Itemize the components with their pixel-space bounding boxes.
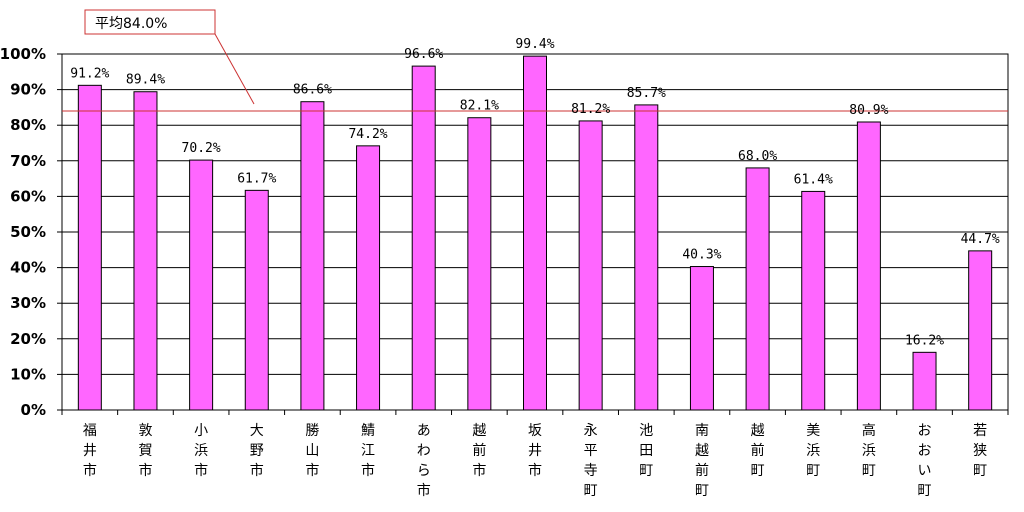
x-category-label: 永平寺町 (584, 423, 598, 499)
x-category-label: 鯖江市 (361, 423, 375, 479)
average-leader-line (214, 33, 255, 105)
x-category-label: 坂井市 (528, 423, 542, 479)
data-label: 61.4% (794, 172, 833, 187)
x-category-label: 高浜町 (862, 422, 876, 479)
y-tick-label: 30% (10, 294, 46, 312)
data-label: 91.2% (70, 66, 109, 81)
average-callout: 平均84.0% (84, 9, 255, 105)
bar (745, 167, 770, 411)
data-label: 81.2% (571, 102, 610, 117)
y-tick-label: 60% (10, 187, 46, 205)
bars (77, 55, 993, 411)
x-category-label: 福井市 (83, 423, 97, 479)
bar (578, 120, 603, 411)
data-labels: 91.2% 89.4% 70.2% 61.7% 86.6% 74.2% 96.6% 82.1%… (70, 37, 1000, 348)
data-label: 68.0% (738, 149, 777, 164)
data-label: 85.7% (627, 86, 666, 101)
y-tick-label: 10% (10, 365, 46, 383)
y-tick-label: 80% (10, 116, 46, 134)
y-axis-ticks: 0% 10% 20% 30% 40% 50% 60% 70% 80% 90% 100% (0, 45, 46, 419)
y-tick-label: 40% (10, 259, 46, 277)
bar (244, 189, 269, 411)
x-category-label: おおい町 (918, 423, 932, 499)
x-axis-labels: 福井市 敦賀市 小浜市 大野市 勝山市 鯖江市 あわら市 越前市 坂井市 永平寺町 池田町 南越前町 越… (83, 422, 987, 499)
bar (300, 101, 325, 411)
bar (634, 104, 659, 411)
x-category-label: 越前町 (751, 423, 765, 479)
x-category-label: あわら市 (417, 423, 431, 499)
y-tick-label: 50% (10, 223, 46, 241)
data-label: 86.6% (293, 83, 332, 98)
x-category-label: 池田町 (639, 423, 653, 479)
bar (189, 159, 214, 411)
bar (523, 55, 547, 411)
average-label-box (84, 9, 216, 35)
y-tick-label: 70% (10, 152, 46, 170)
y-tick-label: 20% (10, 330, 46, 348)
x-category-label: 南越前町 (695, 423, 709, 499)
data-label: 82.1% (460, 99, 499, 114)
x-category-label: 敦賀市 (138, 423, 152, 479)
bar (467, 117, 492, 411)
data-label: 96.6% (404, 47, 443, 62)
data-label: 80.9% (849, 103, 888, 118)
data-label: 16.2% (905, 333, 944, 348)
bar (856, 121, 881, 411)
y-tick-label: 0% (21, 401, 46, 419)
x-category-label: 越前市 (472, 423, 486, 479)
x-category-label: 小浜市 (194, 423, 208, 479)
bar (77, 84, 102, 411)
data-label: 74.2% (348, 127, 387, 142)
y-tick-label: 90% (10, 81, 46, 99)
average-label: 平均84.0% (95, 16, 167, 32)
bar (356, 145, 381, 411)
data-label: 44.7% (961, 232, 1000, 247)
x-category-label: 勝山市 (305, 423, 319, 479)
data-label: 40.3% (682, 248, 721, 263)
bar (411, 65, 436, 411)
bar (133, 91, 158, 411)
x-category-label: 美浜町 (806, 423, 820, 479)
bar (912, 351, 937, 411)
data-label: 61.7% (237, 171, 276, 186)
data-label: 70.2% (182, 141, 221, 156)
bar (689, 266, 714, 411)
y-tick-label: 100% (0, 45, 46, 63)
bar (968, 250, 993, 411)
bar (801, 190, 826, 411)
x-category-label: 若狭町 (973, 423, 987, 479)
x-category-label: 大野市 (250, 423, 264, 479)
data-label: 99.4% (515, 37, 554, 52)
data-label: 89.4% (126, 73, 165, 88)
